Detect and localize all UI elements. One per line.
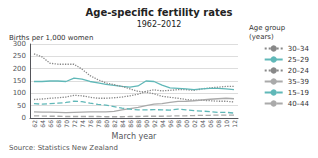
- svg-text:0: 0: [22, 114, 26, 122]
- svg-text:90: 90: [143, 120, 150, 128]
- svg-text:98: 98: [175, 120, 182, 128]
- svg-text:66: 66: [47, 120, 54, 128]
- svg-text:200: 200: [13, 65, 26, 73]
- svg-text:Source: Statistics New Zealand: Source: Statistics New Zealand: [9, 144, 118, 152]
- svg-text:12: 12: [231, 120, 238, 128]
- svg-text:150: 150: [13, 77, 26, 85]
- svg-text:25–29: 25–29: [288, 56, 309, 64]
- svg-text:86: 86: [127, 120, 134, 128]
- svg-text:94: 94: [159, 120, 166, 128]
- svg-text:1962–2012: 1962–2012: [137, 20, 182, 29]
- svg-text:74: 74: [79, 120, 86, 128]
- svg-text:250: 250: [13, 52, 26, 60]
- svg-text:30–34: 30–34: [288, 45, 310, 53]
- svg-text:06: 06: [207, 120, 214, 128]
- svg-text:84: 84: [119, 120, 126, 128]
- svg-text:64: 64: [39, 120, 46, 128]
- svg-text:78: 78: [95, 120, 102, 128]
- svg-text:76: 76: [87, 120, 94, 128]
- svg-text:40–44: 40–44: [288, 100, 310, 108]
- svg-text:68: 68: [55, 120, 62, 128]
- svg-text:10: 10: [223, 120, 230, 128]
- svg-text:72: 72: [71, 120, 78, 128]
- svg-text:80: 80: [103, 120, 110, 128]
- svg-text:70: 70: [63, 120, 70, 128]
- svg-text:82: 82: [111, 120, 118, 128]
- svg-text:Age-specific fertility rates: Age-specific fertility rates: [85, 7, 232, 18]
- svg-text:02: 02: [191, 120, 198, 128]
- svg-text:08: 08: [215, 120, 222, 128]
- svg-text:(years): (years): [249, 33, 274, 41]
- svg-text:Births per 1,000 women: Births per 1,000 women: [9, 34, 93, 42]
- svg-text:04: 04: [199, 120, 206, 128]
- svg-text:Age group: Age group: [249, 24, 286, 32]
- svg-text:35–39: 35–39: [288, 78, 309, 86]
- svg-text:88: 88: [135, 120, 142, 128]
- svg-text:00: 00: [183, 120, 190, 128]
- svg-text:50: 50: [17, 102, 26, 110]
- svg-text:96: 96: [167, 120, 174, 128]
- svg-text:15–19: 15–19: [288, 89, 309, 97]
- svg-text:20–24: 20–24: [288, 67, 310, 75]
- svg-text:92: 92: [151, 120, 158, 128]
- svg-text:62: 62: [31, 120, 38, 128]
- svg-text:100: 100: [13, 89, 26, 97]
- svg-text:300: 300: [12, 40, 26, 48]
- svg-text:March year: March year: [112, 132, 157, 141]
